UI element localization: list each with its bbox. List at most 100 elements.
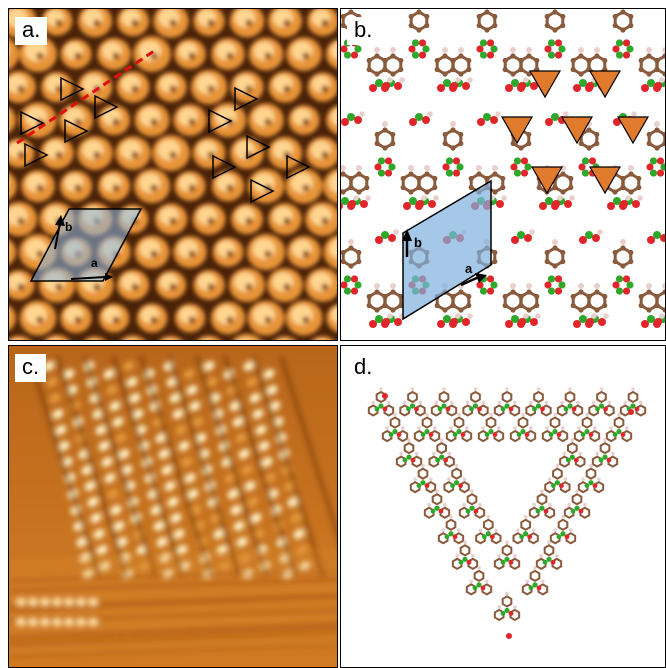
stm-streak (9, 614, 337, 628)
stm-spot (98, 440, 110, 452)
carbon-atom (366, 66, 372, 73)
stm-blob (9, 239, 17, 265)
benzene-ring (389, 416, 401, 429)
boron-atom (581, 169, 590, 177)
boron-atom (411, 51, 420, 59)
stm-spot (28, 598, 38, 606)
panel-d: d. (340, 345, 666, 668)
carbon-atom (586, 127, 592, 133)
hydrogen-atom (470, 489, 474, 494)
stm-streak (9, 595, 337, 613)
stm-blob-core (253, 41, 275, 61)
stm-streak (9, 585, 337, 598)
benzene-ring (431, 493, 443, 506)
oxygen-atom (486, 275, 495, 283)
benzene-ring (549, 416, 561, 429)
carbon-atom (408, 171, 414, 177)
boron-atom (584, 428, 590, 435)
triangle-marker (246, 134, 271, 160)
stm-blob-core (253, 304, 275, 326)
carbon-atom (466, 302, 472, 309)
stm-spot (43, 360, 55, 372)
stm-spot (235, 432, 247, 444)
stm-spot (229, 400, 241, 412)
stm-blob (197, 335, 221, 340)
carbon-atom (434, 302, 440, 309)
stm-blob-core (291, 41, 313, 61)
oxygen-atom (588, 432, 594, 437)
stm-blob-pore (36, 184, 44, 192)
hydrogen-atom (548, 502, 552, 507)
stm-streak (9, 553, 337, 568)
boron-atom (381, 231, 389, 239)
oxygen-atom (554, 39, 563, 47)
stm-blob-core (330, 306, 337, 324)
oxygen-atom (490, 116, 498, 124)
hydrogen-atom (659, 313, 665, 319)
stm-blob-core (290, 172, 314, 194)
hydrogen-atom (646, 283, 652, 289)
carbon-atom (484, 9, 490, 15)
carbon-atom (654, 145, 660, 151)
oxygen-atom (369, 320, 377, 328)
boron-atom (615, 275, 624, 283)
hydrogen-atom (427, 502, 431, 507)
stm-spot (169, 392, 181, 404)
carbon-atom (612, 22, 618, 29)
stm-spot (252, 408, 264, 420)
oxygen-atom (341, 202, 343, 210)
carbon-atom (570, 57, 576, 64)
hydrogen-atom (399, 451, 403, 456)
carbon-atom (374, 71, 380, 77)
carbon-atom (400, 175, 406, 182)
stm-blob-core (234, 9, 256, 28)
carbon-atom (654, 57, 660, 64)
boron-atom (615, 51, 624, 59)
carbon-atom (434, 57, 440, 64)
oxygen-atom (510, 163, 518, 171)
boron-atom (649, 157, 658, 165)
boron-atom (476, 582, 482, 588)
boron-atom (558, 45, 566, 53)
boron-atom (517, 231, 525, 239)
hydrogen-atom (561, 426, 565, 430)
oxygen-atom (620, 200, 628, 208)
carbon-atom (510, 53, 516, 59)
carbon-atom (492, 189, 498, 195)
stm-spot (173, 528, 185, 540)
oxygen-atom (573, 457, 579, 463)
stm-spot (213, 528, 225, 540)
carbon-atom (400, 184, 406, 191)
carbon-atom (424, 13, 430, 20)
oxygen-atom (524, 234, 532, 242)
carbon-atom (646, 307, 652, 313)
benzene-ring (501, 595, 513, 608)
hydrogen-atom (611, 451, 615, 456)
hydrogen-atom (489, 412, 493, 417)
hydrogen-atom (497, 605, 501, 609)
stm-blob-pore (264, 250, 272, 258)
benzene-ring (470, 390, 481, 404)
boron-atom (444, 534, 450, 540)
boron-atom (420, 432, 426, 437)
triangle-marker (60, 76, 85, 102)
benzene-ring (520, 518, 531, 531)
oxygen-atom (354, 116, 362, 124)
stm-spot (249, 392, 261, 404)
oxygen-atom (579, 236, 587, 244)
boron-atom (567, 403, 573, 409)
stm-spot (63, 368, 75, 380)
hydrogen-atom (570, 438, 575, 442)
boron-atom (547, 39, 556, 47)
stm-blob-pore (55, 151, 63, 159)
boron-atom (558, 281, 566, 289)
carbon-atom (534, 57, 540, 64)
carbon-atom (348, 263, 354, 269)
carbon-atom (646, 289, 652, 295)
carbon-atom (602, 57, 608, 64)
stm-blob-pore (321, 283, 329, 291)
stm-blob (9, 107, 16, 133)
oxygen-atom (556, 432, 562, 437)
benzene-ring (543, 544, 555, 557)
stm-spot (203, 360, 215, 372)
